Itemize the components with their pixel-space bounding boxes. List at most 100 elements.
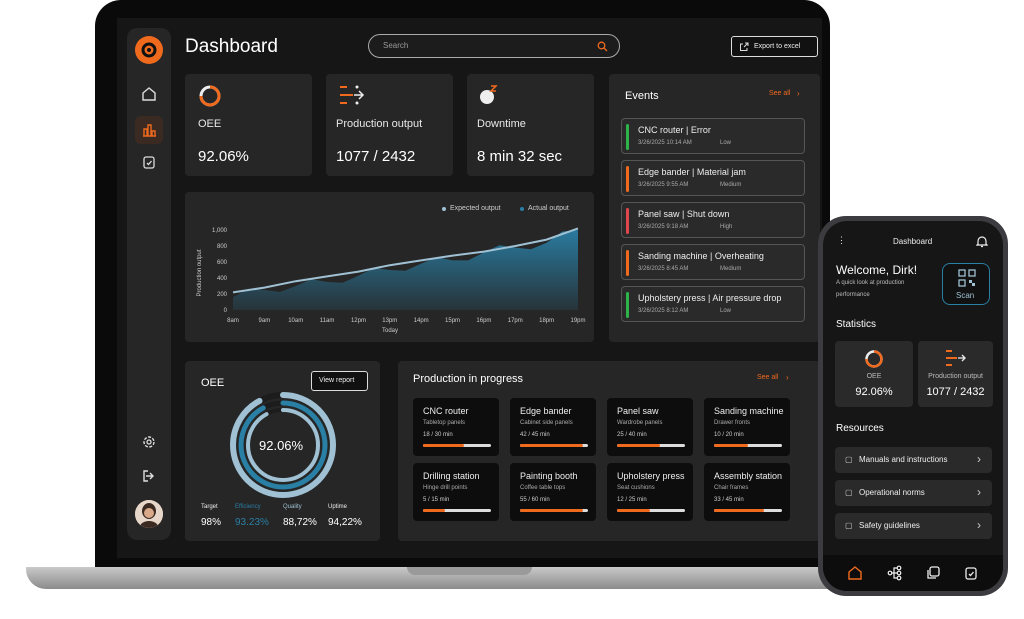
production-item-sub: Cabinet side panels xyxy=(520,420,573,426)
search-icon[interactable] xyxy=(597,41,608,52)
x-tick-label: 9am xyxy=(259,318,271,324)
kpi-label: Production output xyxy=(336,118,423,130)
event-item[interactable]: Panel saw | Shut down 3/26/2025 9:18 AM Hi… xyxy=(621,202,805,238)
bell-icon[interactable] xyxy=(976,235,988,248)
phone-oee-card: OEE 92.06% xyxy=(835,341,913,407)
x-tick-label: 18pm xyxy=(539,318,554,324)
progress-track xyxy=(423,509,491,512)
production-item[interactable]: Sanding machine Drawer fronts 10 / 20 min xyxy=(704,398,790,456)
oee-ring-icon xyxy=(199,85,221,107)
production-item[interactable]: Assembly station Chair frames 33 / 45 min xyxy=(704,463,790,521)
view-report-button[interactable]: View report xyxy=(311,371,368,391)
production-item-sub: Hinge drill points xyxy=(423,485,468,491)
home-icon[interactable] xyxy=(847,565,863,581)
production-item-meta: 55 / 60 min xyxy=(520,497,550,503)
workflow-icon[interactable] xyxy=(887,565,903,581)
phone-oee-value: 92.06% xyxy=(855,386,893,398)
kpi-value: 92.06% xyxy=(198,148,249,165)
event-item[interactable]: Edge bander | Material jam 3/26/2025 9:55… xyxy=(621,160,805,196)
production-item-name: Painting booth xyxy=(520,471,578,481)
legend-expected-dot xyxy=(442,207,446,211)
scan-label: Scan xyxy=(956,291,975,300)
event-item[interactable]: CNC router | Error 3/26/2025 10:14 AM Low xyxy=(621,118,805,154)
production-item[interactable]: Drilling station Hinge drill points 5 / 15… xyxy=(413,463,499,521)
production-item-sub: Tabletop panels xyxy=(423,420,466,426)
progress-track xyxy=(520,444,588,447)
oee-title: OEE xyxy=(201,377,225,389)
home-icon[interactable] xyxy=(135,80,163,108)
oee-center-value: 92.06% xyxy=(259,438,304,453)
kpi-output-card: Production output 1077 / 2432 xyxy=(326,74,453,176)
progress-fill xyxy=(423,444,464,447)
event-priority: Medium xyxy=(720,266,742,272)
resource-item[interactable]: ▢ Manuals and instructions › xyxy=(835,447,992,473)
checklist-icon[interactable] xyxy=(963,565,979,581)
chevron-right-icon: › xyxy=(977,518,981,532)
analytics-icon[interactable] xyxy=(135,116,163,144)
copy-icon[interactable] xyxy=(925,565,941,581)
production-item-meta: 10 / 20 min xyxy=(714,432,744,438)
x-tick-label: 17pm xyxy=(508,318,523,324)
statistics-title: Statistics xyxy=(836,319,877,330)
event-item[interactable]: Sanding machine | Overheating 3/26/2025 8… xyxy=(621,244,805,280)
resource-item[interactable]: ▢ Safety guidelines › xyxy=(835,513,992,539)
progress-track xyxy=(617,509,685,512)
production-item-meta: 42 / 45 min xyxy=(520,432,550,438)
events-card: Events See all › CNC router | Error 3/26/… xyxy=(609,74,820,342)
export-button[interactable]: Export to excel xyxy=(731,36,818,57)
production-item[interactable]: Upholstery press Seat cushions 12 / 25 min xyxy=(607,463,693,521)
checklist-icon[interactable] xyxy=(135,148,163,176)
phone-menu-icon[interactable]: ⋮ xyxy=(837,235,846,245)
y-tick-label: 800 xyxy=(217,244,228,250)
production-line-icon xyxy=(340,85,365,105)
phone-title: Dashboard xyxy=(893,237,933,246)
x-tick-label: 12pm xyxy=(351,318,366,324)
x-tick-label: 10am xyxy=(288,318,303,324)
progress-track xyxy=(714,509,782,512)
resource-label: Operational norms xyxy=(859,488,925,497)
production-item-name: Assembly station xyxy=(714,471,783,481)
avatar[interactable] xyxy=(135,500,163,528)
production-item[interactable]: Edge bander Cabinet side panels 42 / 45 mi… xyxy=(510,398,596,456)
production-item[interactable]: Panel saw Wardrobe panels 25 / 40 min xyxy=(607,398,693,456)
production-see-all-link[interactable]: See all xyxy=(757,374,779,381)
logout-icon[interactable] xyxy=(135,462,163,490)
production-item-name: Sanding machine xyxy=(714,406,784,416)
resource-item[interactable]: ▢ Operational norms › xyxy=(835,480,992,506)
production-item-meta: 5 / 15 min xyxy=(423,497,450,503)
sleeping-icon xyxy=(480,85,498,104)
production-line-icon xyxy=(946,350,966,366)
production-item[interactable]: CNC router Tabletop panels 18 / 30 min xyxy=(413,398,499,456)
oee-stat-label: Quality xyxy=(283,504,302,510)
search-input[interactable]: Search xyxy=(368,34,620,58)
y-tick-label: 400 xyxy=(217,276,228,282)
event-date: 3/26/2025 9:55 AM xyxy=(638,182,689,188)
events-see-all-link[interactable]: See all xyxy=(769,90,791,97)
settings-icon[interactable] xyxy=(135,428,163,456)
progress-fill xyxy=(617,509,650,512)
production-item-meta: 33 / 45 min xyxy=(714,497,744,503)
phone-bottom-nav xyxy=(823,555,1003,591)
event-status-bar xyxy=(626,166,629,192)
output-chart-card: Expected output Actual output Production… xyxy=(185,192,594,342)
progress-fill xyxy=(520,444,584,447)
production-item-name: Edge bander xyxy=(520,406,572,416)
laptop-base xyxy=(26,567,986,589)
kpi-label: Downtime xyxy=(477,118,526,130)
y-tick-label: 1,000 xyxy=(212,228,228,234)
production-item[interactable]: Painting booth Coffee table tops 55 / 60 m… xyxy=(510,463,596,521)
event-date: 3/26/2025 8:12 AM xyxy=(638,308,689,314)
oee-stat-value: 98% xyxy=(201,517,222,528)
x-tick-label: 19pm xyxy=(570,318,585,324)
event-status-bar xyxy=(626,208,629,234)
actual-output-area xyxy=(233,230,578,310)
event-item[interactable]: Upholstery press | Air pressure drop 3/26… xyxy=(621,286,805,322)
document-icon: ▢ xyxy=(845,521,853,530)
progress-fill xyxy=(617,444,660,447)
oee-stat-label: Target xyxy=(201,504,218,510)
progress-fill xyxy=(520,509,583,512)
view-report-label: View report xyxy=(319,377,355,384)
scan-button[interactable]: Scan xyxy=(942,263,990,305)
resources-title: Resources xyxy=(836,423,884,434)
